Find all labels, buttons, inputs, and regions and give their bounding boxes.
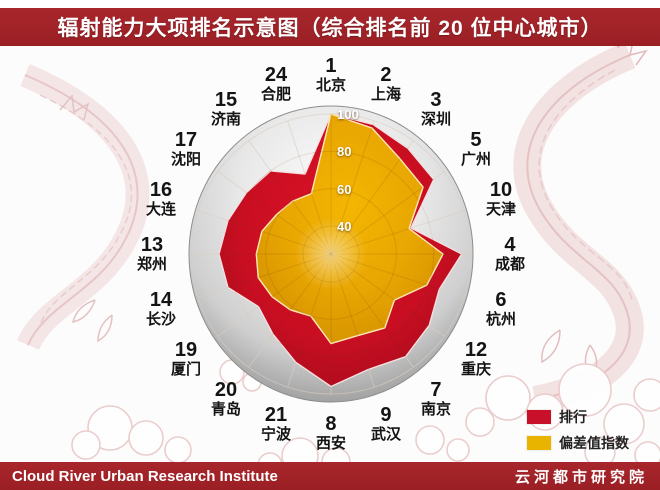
legend-label: 偏差值指数 bbox=[559, 435, 629, 451]
footer-institute-zh: 云河都市研究院 bbox=[514, 468, 648, 486]
center-glow bbox=[295, 218, 367, 290]
chart-legend: 排行 偏差值指数 bbox=[527, 407, 629, 459]
legend-item-1: 偏差值指数 bbox=[527, 433, 629, 453]
legend-swatch bbox=[527, 436, 551, 450]
dragon-watermark-left bbox=[16, 63, 150, 351]
title-bar: 辐射能力大项排名示意图（综合排名前 20 位中心城市） bbox=[0, 8, 660, 46]
page-title: 辐射能力大项排名示意图（综合排名前 20 位中心城市） bbox=[57, 17, 603, 40]
top-white-strip bbox=[0, 0, 660, 8]
footer-institute-en: Cloud River Urban Research Institute bbox=[12, 467, 278, 485]
footer-bar: Cloud River Urban Research Institute 云河都… bbox=[0, 462, 660, 490]
legend-label: 排行 bbox=[559, 409, 587, 425]
legend-item-0: 排行 bbox=[527, 407, 629, 427]
legend-swatch bbox=[527, 410, 551, 424]
